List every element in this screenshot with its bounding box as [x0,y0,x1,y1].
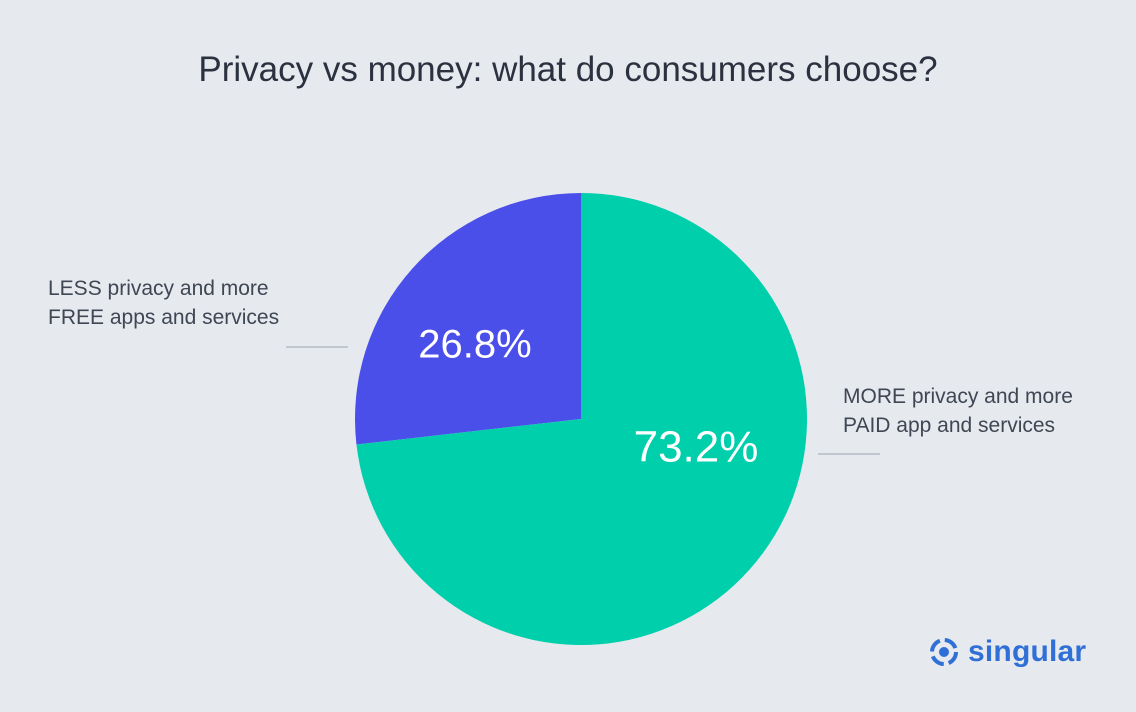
singular-logo-icon [930,638,958,666]
leader-line-more-privacy [818,453,880,455]
brand-name: singular [968,635,1087,668]
label-less-privacy-line-1: LESS privacy and more [48,277,269,300]
pie-slice-less-privacy [355,193,581,445]
leader-line-less-privacy [286,346,348,348]
singular-logo: singular [928,632,1086,672]
value-label-more-privacy: 73.2% [634,423,759,472]
value-label-less-privacy: 26.8% [418,323,531,367]
chart-title: Privacy vs money: what do consumers choo… [198,50,938,89]
label-more-privacy: MORE privacy and more PAID app and servi… [843,382,1073,440]
pie-slice-more-privacy [356,193,807,645]
label-less-privacy-line-2: FREE apps and services [48,306,280,329]
label-more-privacy-line-2: PAID app and services [843,414,1056,437]
label-more-privacy-line-1: MORE privacy and more [843,385,1073,408]
label-less-privacy: LESS privacy and more FREE apps and serv… [48,274,279,332]
